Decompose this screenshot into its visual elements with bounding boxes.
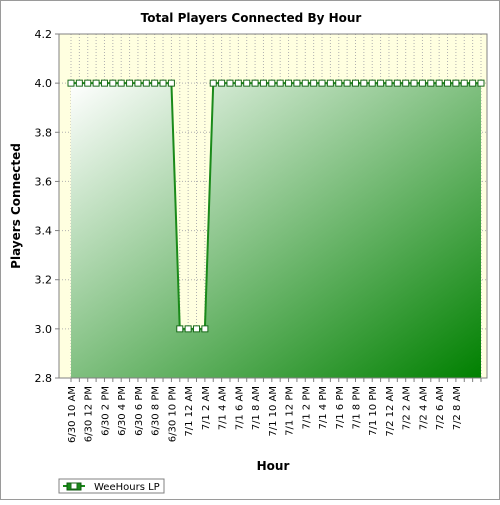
data-point [477, 79, 485, 87]
x-tick-label: 6/30 8 PM [151, 386, 162, 436]
data-point [427, 79, 435, 87]
y-tick-label: 3.8 [35, 126, 53, 139]
x-tick-label: 7/1 12 AM [184, 386, 195, 437]
x-tick-label: 7/1 6 AM [234, 386, 245, 430]
data-point [293, 79, 301, 87]
y-tick-label: 3.0 [35, 323, 53, 336]
data-point [75, 79, 83, 87]
data-point [360, 79, 368, 87]
data-point [368, 79, 376, 87]
data-point [335, 79, 343, 87]
data-point [285, 79, 293, 87]
y-tick-label: 3.6 [35, 175, 53, 188]
x-tick-label: 7/1 8 AM [251, 386, 262, 430]
x-tick-label: 7/2 4 AM [418, 386, 429, 430]
legend: WeeHours LP [58, 478, 165, 494]
x-tick-label: 6/30 4 PM [117, 386, 128, 436]
data-point [117, 79, 125, 87]
y-tick-label: 3.4 [35, 225, 53, 238]
data-point [385, 79, 393, 87]
data-point [167, 79, 175, 87]
plot-border [58, 33, 488, 379]
data-point [193, 325, 201, 333]
data-point [159, 79, 167, 87]
x-tick-label: 6/30 6 PM [134, 386, 145, 436]
x-tick-label: 7/1 10 AM [268, 386, 279, 437]
data-point [134, 79, 142, 87]
x-tick-label: 7/1 4 PM [318, 386, 329, 429]
data-point [469, 79, 477, 87]
x-tick-label: 6/30 10 AM [67, 386, 78, 443]
x-tick-label: 7/1 4 AM [218, 386, 229, 430]
data-point [109, 79, 117, 87]
x-tick-label: 7/1 6 PM [335, 386, 346, 429]
data-point [84, 79, 92, 87]
data-point [126, 79, 134, 87]
chart-title: Total Players Connected By Hour [141, 11, 362, 25]
x-tick-label: 7/1 8 PM [351, 386, 362, 429]
data-point [444, 79, 452, 87]
data-point [460, 79, 468, 87]
data-point [402, 79, 410, 87]
marker-layer [67, 79, 485, 333]
data-point [377, 79, 385, 87]
x-axis-label: Hour [257, 459, 290, 473]
y-tick-label: 4.2 [35, 28, 53, 41]
data-point [226, 79, 234, 87]
data-point [452, 79, 460, 87]
legend-marker [70, 482, 78, 490]
data-point [151, 79, 159, 87]
x-tick-label: 7/1 2 PM [301, 386, 312, 429]
data-point [259, 79, 267, 87]
data-point [92, 79, 100, 87]
data-point [184, 325, 192, 333]
legend-series-label: WeeHours LP [94, 482, 160, 493]
x-axis: 6/30 10 AM 6/30 12 PM 6/30 2 PM 6/30 4 PM 6/… [67, 378, 482, 443]
x-tick-label: 7/1 2 AM [201, 386, 212, 430]
data-point [251, 79, 259, 87]
data-point [435, 79, 443, 87]
data-point [218, 79, 226, 87]
y-tick-label: 2.8 [35, 372, 53, 385]
y-tick-label: 4.0 [35, 77, 53, 90]
area-layer [71, 83, 481, 378]
data-point [268, 79, 276, 87]
data-point [393, 79, 401, 87]
y-tick-label: 3.2 [35, 274, 53, 287]
data-point [100, 79, 108, 87]
data-point [318, 79, 326, 87]
data-point [201, 325, 209, 333]
x-tick-label: 7/2 12 AM [385, 386, 396, 437]
x-tick-label: 6/30 2 PM [100, 386, 111, 436]
data-point [243, 79, 251, 87]
x-tick-label: 7/2 6 AM [435, 386, 446, 430]
data-point [209, 79, 217, 87]
x-tick-label: 7/2 8 AM [452, 386, 463, 430]
x-tick-label: 6/30 12 PM [84, 386, 95, 442]
x-tick-label: 7/1 12 PM [285, 386, 296, 436]
series-area [71, 83, 481, 378]
data-point [301, 79, 309, 87]
data-point [234, 79, 242, 87]
data-point [326, 79, 334, 87]
x-tick-label: 6/30 10 PM [167, 386, 178, 442]
data-point [142, 79, 150, 87]
x-tick-label: 7/1 10 PM [368, 386, 379, 436]
data-point [276, 79, 284, 87]
data-point [67, 79, 75, 87]
data-point [410, 79, 418, 87]
legend-box [58, 478, 165, 494]
data-point [418, 79, 426, 87]
data-point [176, 325, 184, 333]
x-tick-label: 7/2 2 AM [402, 386, 413, 430]
data-point [343, 79, 351, 87]
data-point [310, 79, 318, 87]
data-point [351, 79, 359, 87]
y-axis: 2.8 3.0 3.2 3.4 3.6 3.8 4.0 4.2 [35, 28, 59, 385]
y-axis-label: Players Connected [9, 143, 23, 269]
